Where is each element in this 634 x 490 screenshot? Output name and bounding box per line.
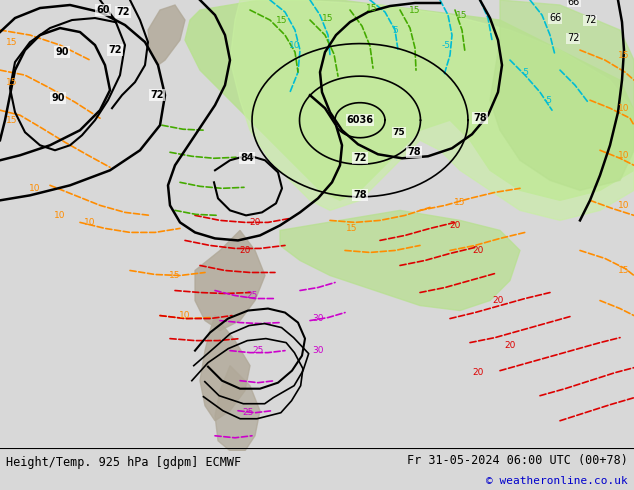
Text: 72: 72 <box>353 153 366 163</box>
Text: 66: 66 <box>549 13 561 23</box>
Text: 15: 15 <box>322 14 333 23</box>
Polygon shape <box>490 0 634 190</box>
Text: 72: 72 <box>567 33 579 43</box>
Polygon shape <box>148 5 185 65</box>
Text: 84: 84 <box>240 153 254 163</box>
Text: 15: 15 <box>454 198 466 207</box>
Text: 20: 20 <box>472 368 484 377</box>
Text: 10: 10 <box>289 41 301 49</box>
Text: 72: 72 <box>584 15 596 25</box>
Text: 15: 15 <box>169 271 181 280</box>
Text: 10: 10 <box>618 151 630 160</box>
Text: 15: 15 <box>456 10 468 20</box>
Text: -5: -5 <box>441 41 451 49</box>
Polygon shape <box>230 0 634 220</box>
Text: 25: 25 <box>247 291 257 300</box>
Text: 10: 10 <box>618 201 630 210</box>
Polygon shape <box>185 0 634 200</box>
Text: 72: 72 <box>116 7 130 17</box>
Text: 78: 78 <box>407 147 421 157</box>
Text: 10: 10 <box>29 184 41 193</box>
Text: 15: 15 <box>276 16 288 24</box>
Text: 20: 20 <box>472 246 484 255</box>
Text: 15: 15 <box>6 38 18 47</box>
Text: 90: 90 <box>51 93 65 103</box>
Text: 15: 15 <box>346 224 358 233</box>
Polygon shape <box>215 366 260 451</box>
Text: 15: 15 <box>410 5 421 15</box>
Text: 20: 20 <box>493 296 503 305</box>
Text: 15: 15 <box>618 266 630 275</box>
Text: 15: 15 <box>6 116 18 125</box>
Text: 25: 25 <box>252 346 264 355</box>
Text: Fr 31-05-2024 06:00 UTC (00+78): Fr 31-05-2024 06:00 UTC (00+78) <box>407 454 628 466</box>
Text: -5: -5 <box>521 68 529 76</box>
Text: 10: 10 <box>55 211 66 220</box>
Text: 5: 5 <box>392 25 398 35</box>
Text: 66: 66 <box>568 0 580 7</box>
Text: 20: 20 <box>504 341 515 350</box>
Text: © weatheronline.co.uk: © weatheronline.co.uk <box>486 476 628 486</box>
Text: 6036: 6036 <box>347 115 373 125</box>
Text: 30: 30 <box>313 314 324 323</box>
Text: 75: 75 <box>392 128 405 137</box>
Text: 15: 15 <box>366 3 378 13</box>
Polygon shape <box>280 210 520 311</box>
Text: 15: 15 <box>6 77 18 87</box>
Text: 20: 20 <box>239 246 250 255</box>
Text: 25: 25 <box>242 408 254 417</box>
Text: 72: 72 <box>108 45 122 55</box>
Text: 78: 78 <box>473 113 487 123</box>
Text: 30: 30 <box>313 346 324 355</box>
Polygon shape <box>200 316 250 421</box>
Polygon shape <box>195 230 265 331</box>
Text: 10: 10 <box>618 104 630 113</box>
Text: 10: 10 <box>179 311 191 320</box>
Text: Height/Temp. 925 hPa [gdpm] ECMWF: Height/Temp. 925 hPa [gdpm] ECMWF <box>6 456 242 469</box>
Text: 20: 20 <box>249 218 261 227</box>
Text: 60: 60 <box>96 5 110 15</box>
Text: 72: 72 <box>150 90 164 100</box>
Text: 15: 15 <box>618 50 630 60</box>
Text: 10: 10 <box>84 218 96 227</box>
Text: 78: 78 <box>353 190 367 200</box>
Text: 20: 20 <box>450 221 461 230</box>
Text: -5: -5 <box>543 96 552 105</box>
Text: 90: 90 <box>55 47 68 57</box>
